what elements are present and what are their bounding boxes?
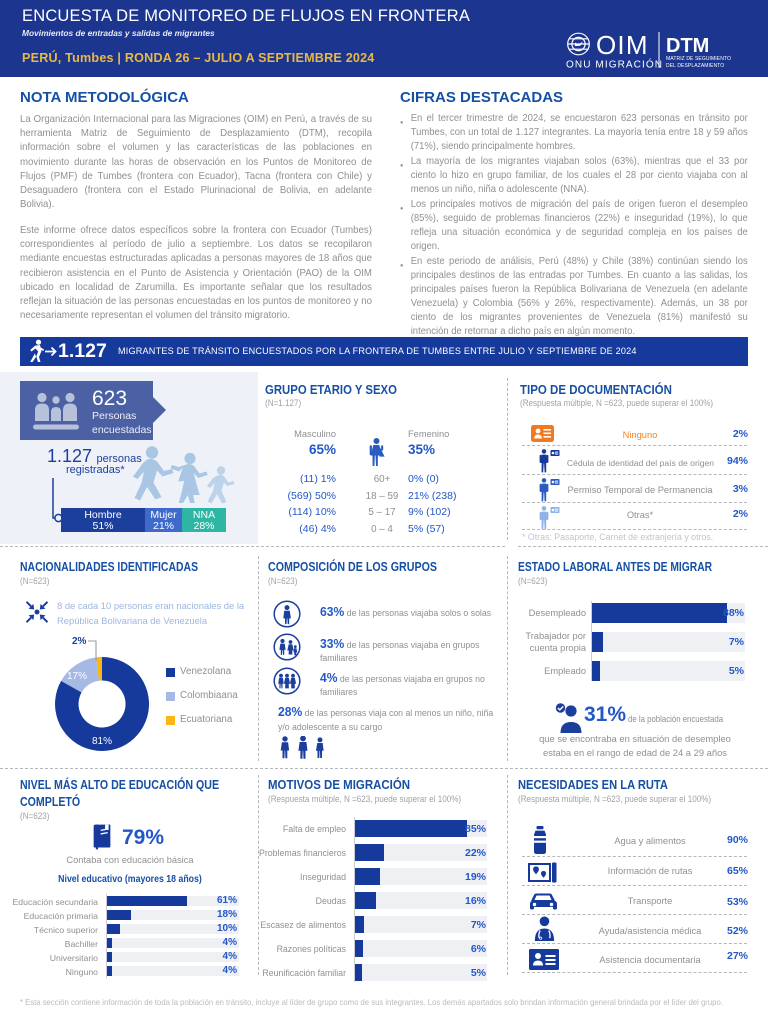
svg-text:ONU MIGRACIÓN: ONU MIGRACIÓN: [566, 58, 663, 71]
svg-text:DTM: DTM: [666, 35, 709, 57]
svg-text:MATRIZ DE SEGUIMIENTO: MATRIZ DE SEGUIMIENTO: [666, 56, 731, 62]
svg-text:DEL DESPLAZAMIENTO: DEL DESPLAZAMIENTO: [666, 63, 724, 69]
svg-text:OIM: OIM: [596, 30, 649, 60]
